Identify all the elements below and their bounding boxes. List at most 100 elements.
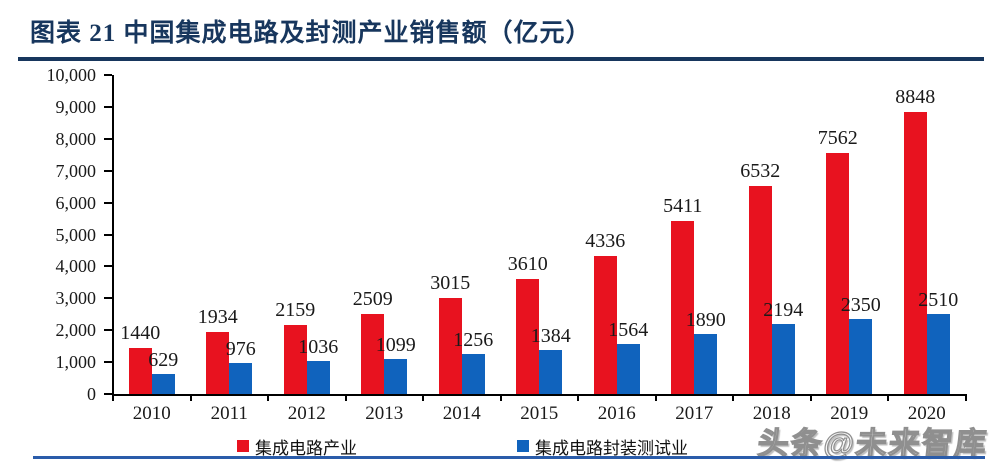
x-axis-category-label-2016: 2016	[597, 403, 636, 424]
bar-ic-packaging-testing-2020	[926, 313, 950, 394]
y-axis-tick-label: 5,000	[55, 224, 97, 245]
bar-value-label-ic-industry-2011: 1934	[197, 306, 238, 329]
x-axis-tick	[344, 394, 347, 401]
x-axis-category-label-2012: 2012	[287, 403, 326, 424]
legend-label-ic-industry: 集成电路产业	[255, 438, 357, 458]
bar-value-label-ic-packaging-testing-2013: 1099	[375, 333, 416, 356]
bar-ic-packaging-testing-2015	[539, 349, 563, 394]
bar-ic-industry-2014	[438, 297, 462, 394]
bar-value-label-ic-industry-2018: 6532	[740, 159, 781, 182]
x-axis-tick	[189, 394, 192, 401]
y-axis-tick-label: 0	[87, 384, 96, 404]
bar-value-label-ic-industry-2015: 3610	[507, 252, 548, 275]
bar-ic-packaging-testing-2010	[151, 373, 175, 394]
bar-ic-industry-2018	[748, 185, 772, 394]
bar-value-label-ic-packaging-testing-2016: 1564	[608, 319, 649, 342]
bar-ic-industry-2011	[206, 332, 230, 394]
y-axis-tick	[104, 169, 112, 172]
y-axis-tick-label: 9,000	[55, 96, 97, 117]
x-axis-category-label-2020: 2020	[907, 403, 946, 424]
bar-ic-industry-2016	[593, 255, 617, 394]
bar-ic-packaging-testing-2014	[461, 353, 485, 394]
bar-value-label-ic-industry-2017: 5411	[663, 195, 703, 218]
y-axis-tick	[104, 361, 112, 364]
y-axis-tick	[104, 137, 112, 140]
y-axis-tick-label: 6,000	[55, 192, 97, 213]
legend-label-ic-packaging-testing: 集成电路封装测试业	[535, 438, 688, 458]
y-axis-line	[111, 75, 114, 396]
bar-ic-industry-2015	[516, 278, 540, 394]
x-axis-tick	[577, 394, 579, 401]
bar-ic-packaging-testing-2016	[616, 344, 640, 394]
x-axis-tick	[732, 394, 734, 401]
x-axis-category-label-2019: 2019	[830, 403, 869, 424]
bar-value-label-ic-packaging-testing-2012: 1036	[298, 335, 339, 358]
bar-value-label-ic-packaging-testing-2011: 976	[225, 337, 256, 360]
legend-item-ic-industry: 集成电路产业	[237, 437, 357, 458]
y-axis-tick	[104, 329, 112, 332]
bar-value-label-ic-packaging-testing-2010: 629	[148, 348, 179, 371]
bar-value-label-ic-industry-2016: 4336	[585, 229, 626, 252]
bar-value-label-ic-industry-2014: 3015	[430, 271, 471, 294]
x-axis-tick	[267, 394, 269, 401]
bar-value-label-ic-packaging-testing-2020: 2510	[918, 288, 959, 311]
bar-value-label-ic-industry-2019: 7562	[817, 126, 858, 149]
y-axis-tick-label: 3,000	[55, 288, 97, 309]
x-axis-category-label-2013: 2013	[365, 403, 404, 424]
figure-title: 图表 21 中国集成电路及封测产业销售额（亿元）	[30, 20, 592, 47]
bar-value-label-ic-packaging-testing-2014: 1256	[453, 328, 494, 351]
bar-value-label-ic-packaging-testing-2017: 1890	[685, 308, 726, 331]
y-axis-tick	[104, 105, 112, 108]
y-axis-tick-label: 4,000	[55, 256, 97, 277]
bar-value-label-ic-packaging-testing-2018: 2194	[763, 299, 804, 321]
legend-swatch-ic-industry-icon	[237, 440, 249, 452]
bar-value-label-ic-packaging-testing-2019: 2350	[840, 294, 881, 317]
y-axis-tick-label: 8,000	[55, 128, 97, 149]
x-axis-category-label-2014: 2014	[442, 403, 481, 424]
bar-ic-packaging-testing-2017	[694, 333, 718, 394]
bar-value-label-ic-industry-2010: 1440	[120, 322, 161, 345]
y-axis-tick	[104, 297, 112, 300]
bar-ic-industry-2013	[361, 313, 385, 394]
y-axis-tick-label: 7,000	[55, 160, 97, 181]
x-axis-category-label-2018: 2018	[752, 403, 791, 424]
bar-ic-industry-2010	[128, 348, 152, 394]
y-axis-tick-label: 1,000	[55, 352, 97, 373]
y-axis-tick	[104, 201, 112, 204]
x-axis-tick	[809, 394, 812, 401]
x-axis-tick	[654, 394, 657, 401]
bar-ic-industry-2017	[671, 221, 695, 394]
bar-ic-packaging-testing-2012	[306, 360, 330, 394]
x-axis-tick	[499, 394, 502, 401]
bar-ic-industry-2019	[826, 152, 850, 394]
bar-value-label-ic-industry-2012: 2159	[275, 299, 316, 322]
title-underline	[18, 57, 984, 61]
x-axis-tick	[964, 394, 967, 401]
x-axis-category-label-2017: 2017	[675, 403, 714, 424]
legend-swatch-ic-packaging-testing-icon	[517, 440, 529, 452]
x-axis-tick	[887, 394, 889, 401]
bottom-border-line	[33, 456, 985, 459]
bar-ic-industry-2020	[903, 111, 927, 394]
y-axis-tick-label: 2,000	[55, 320, 97, 341]
y-axis-tick	[104, 74, 112, 76]
x-axis-category-label-2015: 2015	[520, 403, 559, 424]
bar-ic-packaging-testing-2018	[771, 324, 795, 394]
bar-ic-industry-2012	[283, 325, 307, 394]
y-axis-tick-label: 10,000	[46, 65, 97, 85]
x-axis-tick	[112, 394, 114, 401]
bar-value-label-ic-industry-2020: 8848	[895, 85, 936, 108]
legend-item-ic-packaging-testing: 集成电路封装测试业	[517, 437, 688, 458]
y-axis-tick	[104, 265, 112, 268]
bar-ic-packaging-testing-2011	[229, 362, 253, 394]
x-axis-category-label-2010: 2010	[132, 403, 171, 424]
x-axis-line	[111, 394, 967, 396]
bar-ic-packaging-testing-2019	[849, 319, 873, 394]
y-axis-tick	[104, 233, 112, 236]
x-axis-tick	[422, 394, 424, 401]
bar-value-label-ic-industry-2013: 2509	[352, 287, 393, 310]
bar-value-label-ic-packaging-testing-2015: 1384	[530, 324, 571, 347]
bar-ic-packaging-testing-2013	[384, 358, 408, 394]
x-axis-category-label-2011: 2011	[210, 403, 248, 424]
